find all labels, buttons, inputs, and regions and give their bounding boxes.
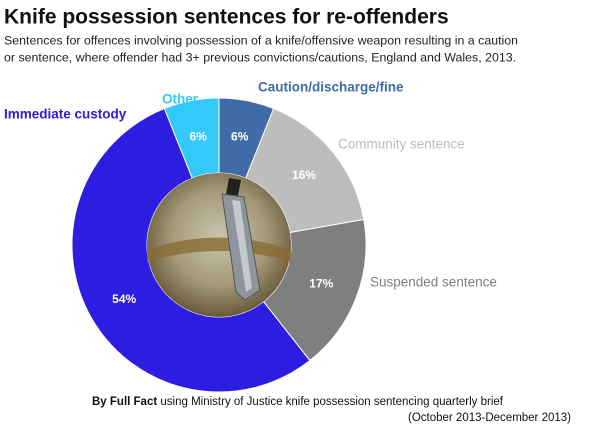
value-label: 54% — [112, 292, 136, 306]
category-label: Caution/discharge/fine — [258, 80, 404, 95]
value-label: 6% — [190, 130, 208, 144]
value-label: 16% — [292, 168, 316, 182]
category-label: Suspended sentence — [370, 275, 497, 290]
center-image — [147, 173, 291, 317]
source: By Full Fact using Ministry of Justice k… — [92, 396, 504, 408]
category-label: Community sentence — [338, 137, 465, 152]
donut — [71, 97, 367, 393]
chart-title: Knife possession sentences for re-offend… — [4, 6, 449, 29]
category-label: Immediate custody — [4, 107, 127, 122]
value-label: 6% — [231, 130, 249, 144]
source-by: By Full Fact — [92, 396, 157, 408]
category-label: Other — [162, 92, 199, 107]
chart-subtitle: or sentence, where offender had 3+ previ… — [4, 50, 516, 64]
source-period: (October 2013-December 2013) — [408, 412, 571, 424]
value-label: 17% — [309, 276, 333, 290]
chart-subtitle: Sentences for offences involving possess… — [4, 33, 518, 47]
source-text: using Ministry of Justice knife possessi… — [160, 396, 503, 408]
